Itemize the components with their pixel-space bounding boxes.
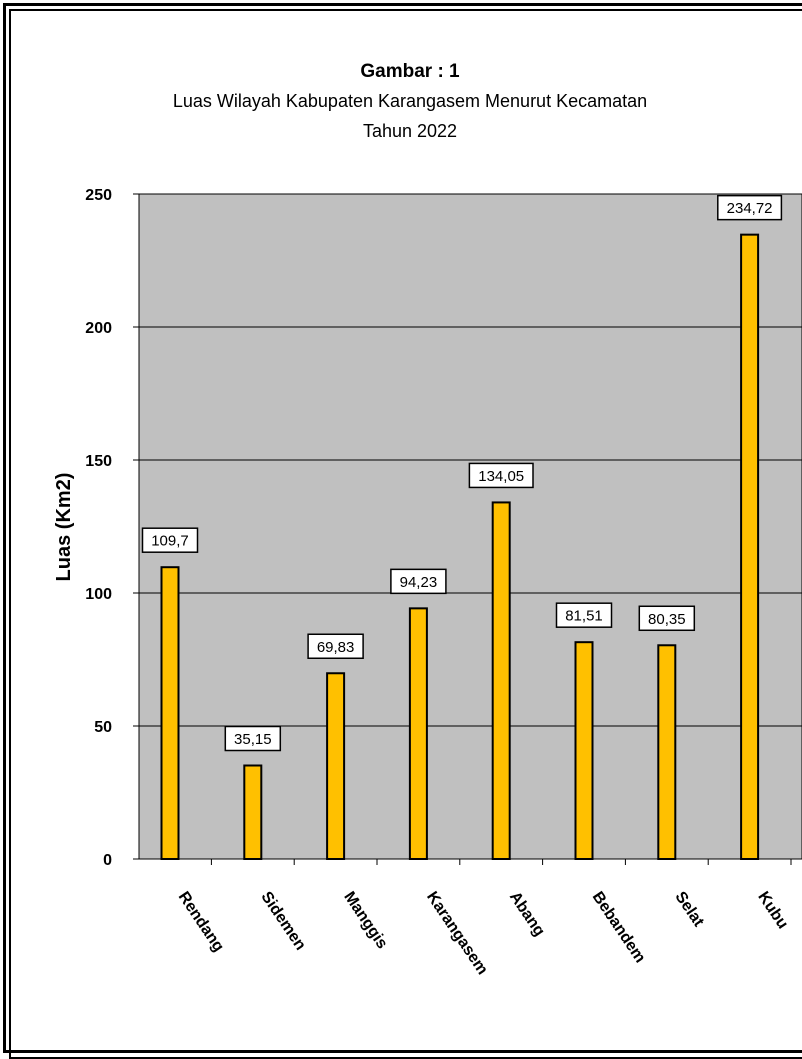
data-label-box — [141, 527, 199, 553]
data-label-box — [390, 568, 447, 595]
y-tick-label: 50 — [94, 719, 112, 736]
data-label-selat: 80,35 — [638, 605, 696, 632]
x-tick-label: Kubu — [754, 889, 791, 932]
x-tick-label: Rendang — [175, 889, 227, 955]
data-label-box — [717, 194, 783, 221]
x-tick-label: Bebandem — [589, 889, 649, 966]
chart-title: Gambar : 1 — [360, 61, 460, 82]
data-label-text: 109,7 — [151, 533, 189, 550]
data-label-text: 234,72 — [727, 200, 773, 217]
data-label-kubu: 234,72 — [717, 194, 783, 221]
y-tick-label: 100 — [85, 586, 112, 603]
data-label-text: 35,15 — [234, 731, 272, 748]
bar-sidemen — [243, 764, 263, 860]
x-tick-label: Karangasem — [423, 889, 491, 978]
y-tick-label: 150 — [85, 453, 112, 470]
data-label-manggis: 69,83 — [307, 633, 364, 660]
bar-kubu — [740, 233, 760, 861]
x-tick-label: Selat — [671, 889, 707, 931]
y-tick-label: 0 — [103, 852, 112, 869]
data-labels: 109,7 35,15 69,83 94,23 134,05 81,51 80,35 234,… — [141, 194, 783, 752]
bar-chart: Gambar : 1 Luas Wilayah Kabupaten Karang… — [53, 61, 802, 978]
y-tick-label: 200 — [85, 320, 112, 337]
data-label-rendang: 109,7 — [141, 527, 199, 553]
data-label-text: 69,83 — [317, 639, 355, 656]
data-label-box — [468, 462, 534, 489]
data-label-box — [555, 602, 613, 628]
chart-subtitle-line-2: Tahun 2022 — [363, 121, 457, 141]
data-label-text: 81,51 — [565, 608, 603, 625]
plot-area — [138, 193, 802, 860]
data-label-karangasem: 94,23 — [390, 568, 447, 595]
x-tick-label: Sidemen — [257, 889, 308, 954]
bar-abang — [491, 501, 511, 860]
bars — [160, 233, 760, 861]
data-label-bebandem: 81,51 — [555, 602, 613, 628]
x-axis-labels: Rendang Sidemen Manggis Karangasem Abang Beba… — [175, 859, 792, 978]
y-axis-label: Luas (Km2) — [53, 473, 75, 582]
data-label-text: 94,23 — [400, 574, 438, 591]
chart-subtitle-line-1: Luas Wilayah Kabupaten Karangasem Menuru… — [173, 91, 647, 111]
data-label-text: 80,35 — [648, 611, 686, 628]
y-tick-label: 250 — [85, 187, 112, 204]
bar-bebandem — [574, 641, 594, 861]
bar-selat — [657, 644, 677, 860]
bar-karangasem — [408, 607, 428, 860]
bar-rendang — [160, 566, 180, 860]
bar-manggis — [326, 672, 346, 860]
data-label-box — [638, 605, 696, 632]
data-label-box — [307, 633, 364, 660]
data-label-abang: 134,05 — [468, 462, 534, 489]
data-label-sidemen: 35,15 — [224, 725, 282, 752]
x-tick-label: Manggis — [340, 889, 390, 952]
data-label-box — [224, 725, 282, 752]
x-tick-label: Abang — [506, 889, 548, 940]
data-label-text: 134,05 — [478, 468, 524, 485]
